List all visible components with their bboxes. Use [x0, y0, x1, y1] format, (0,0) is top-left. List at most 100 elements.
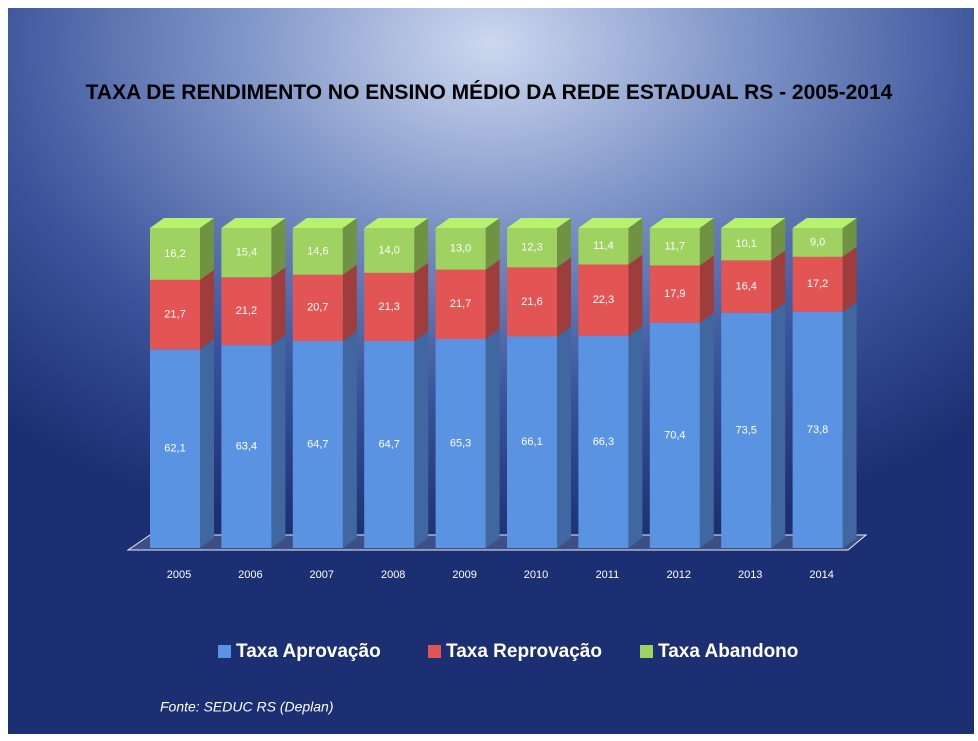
bar-side [628, 254, 643, 336]
x-tick-label: 2009 [452, 569, 476, 581]
data-label: 17,9 [664, 288, 685, 300]
bar-side [414, 262, 429, 341]
x-tick-label: 2011 [596, 569, 620, 581]
data-label: 9,0 [810, 236, 825, 248]
bar-segment [435, 228, 486, 270]
data-label: 16,4 [735, 280, 756, 292]
x-tick-label: 2012 [667, 569, 691, 581]
bar-segment [507, 336, 557, 548]
data-label: 13,0 [450, 243, 471, 255]
bar-segment [364, 340, 415, 548]
data-label: 21,7 [164, 308, 185, 320]
bar-top [507, 218, 571, 228]
data-label: 21,6 [521, 296, 542, 308]
bar-segment [292, 274, 343, 341]
legend-swatch [428, 645, 441, 658]
data-label: 21,7 [450, 298, 471, 310]
data-label: 16,2 [164, 248, 185, 260]
bar-top [578, 218, 643, 228]
bar-top [221, 218, 286, 228]
bar-side [485, 259, 500, 340]
bar-side [628, 325, 643, 548]
bar-segment [721, 228, 772, 261]
bar-side [771, 302, 786, 548]
bar-segment [221, 277, 272, 346]
data-label: 73,8 [807, 424, 828, 436]
bar-side [557, 326, 571, 548]
bar-segment [292, 340, 343, 548]
data-label: 11,4 [593, 240, 614, 252]
bar-side [414, 330, 429, 548]
bar-segment [292, 228, 343, 275]
bar-segment [792, 256, 843, 312]
bar-top [435, 218, 500, 228]
bar-side [485, 329, 500, 548]
bar-side [557, 218, 571, 268]
data-label: 73,5 [735, 424, 756, 436]
bar-side [628, 218, 643, 265]
source-note: Fonte: SEDUC RS (Deplan) [160, 699, 334, 715]
data-label: 70,4 [664, 429, 685, 441]
bar-segment [578, 228, 629, 265]
bar-side [699, 312, 714, 548]
x-tick-label: 2010 [524, 569, 548, 581]
bar-segment [435, 339, 486, 548]
data-label: 66,3 [593, 436, 614, 448]
data-label: 14,0 [378, 244, 399, 256]
data-label: 66,1 [521, 436, 542, 448]
bar-top [721, 218, 786, 228]
bar-segment [649, 265, 700, 323]
bar-side [342, 218, 357, 275]
bar-segment [435, 269, 486, 340]
bar-side [414, 218, 429, 273]
bar-side [200, 269, 214, 350]
data-label: 64,7 [307, 438, 328, 450]
bar-top [150, 218, 214, 228]
x-tick-label: 2005 [167, 569, 191, 581]
data-label: 14,6 [307, 245, 328, 257]
bar-segment [649, 228, 700, 266]
legend-label: Taxa Aprovação [236, 641, 381, 662]
bar-top [792, 218, 857, 228]
bar-segment [364, 228, 415, 273]
data-label: 21,2 [236, 305, 257, 317]
bar-segment [649, 322, 700, 548]
data-label: 22,3 [593, 294, 614, 306]
bar-side [557, 257, 571, 337]
bar-segment [150, 228, 200, 280]
bar-segment [792, 228, 843, 257]
bar-side [271, 335, 286, 548]
data-label: 65,3 [450, 437, 471, 449]
data-label: 21,3 [378, 301, 399, 313]
x-tick-label: 2006 [238, 569, 262, 581]
data-label: 11,7 [665, 241, 686, 253]
data-label: 15,4 [236, 247, 257, 259]
bar-side [200, 339, 214, 548]
bar-side [342, 330, 357, 548]
bar-segment [150, 349, 200, 548]
bar-side [342, 264, 357, 341]
data-label: 64,7 [378, 438, 399, 450]
bar-top [649, 218, 714, 228]
bar-segment [721, 312, 772, 548]
bar-side [699, 218, 714, 266]
data-label: 62,1 [164, 443, 185, 455]
data-label: 10,1 [735, 238, 756, 250]
bar-segment [221, 345, 272, 548]
bar-segment [221, 228, 272, 278]
bar-side [200, 218, 214, 280]
x-tick-label: 2014 [809, 569, 833, 581]
bar-segment [578, 335, 629, 548]
bar-segment [721, 260, 772, 313]
data-label: 63,4 [236, 440, 257, 452]
data-label: 12,3 [521, 242, 542, 254]
bar-top [292, 218, 357, 228]
bar-segment [150, 279, 200, 350]
legend-label: Taxa Abandono [658, 641, 798, 662]
legend-swatch [218, 645, 231, 658]
legend-label: Taxa Reprovação [446, 641, 602, 662]
bar-side [842, 218, 857, 257]
bar-side [271, 218, 286, 278]
x-tick-label: 2007 [310, 569, 334, 581]
